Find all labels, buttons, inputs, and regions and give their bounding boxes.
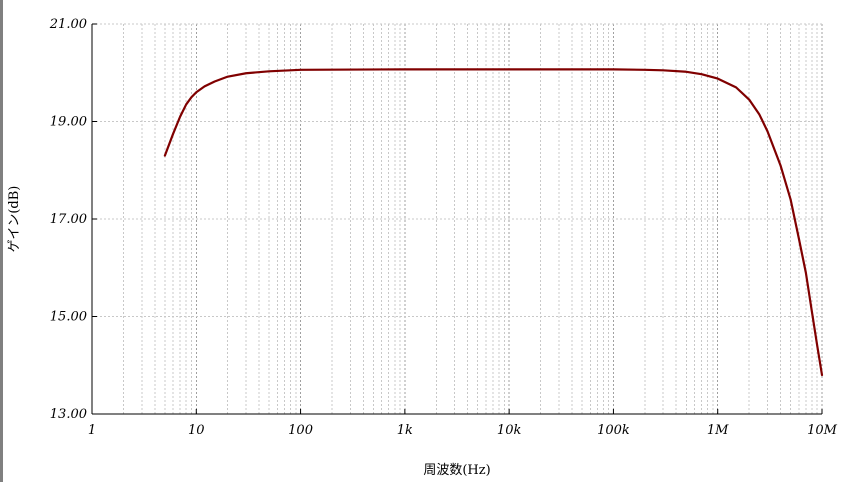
x-axis-title: 周波数(Hz) (423, 463, 490, 478)
y-axis-title: ゲイン(dB) (7, 186, 22, 253)
y-tick-label: 17.00 (50, 212, 87, 227)
grid (92, 23, 823, 414)
x-tick-label: 10M (807, 423, 838, 438)
x-tick-label: 10k (497, 423, 522, 438)
x-tick-label: 1k (397, 423, 413, 438)
left-window-edge (0, 0, 3, 482)
x-tick-label: 100 (288, 423, 313, 438)
axis-ticks: 1 10 100 1k 10k 100k 1M 10M 13.00 15.00 17.00 19.00… (49, 17, 838, 438)
x-tick-label: 100k (597, 423, 630, 438)
x-tick-label: 1M (707, 423, 729, 438)
x-tick-label: 10 (188, 423, 205, 438)
y-tick-label: 13.00 (50, 407, 87, 422)
series-group (163, 68, 824, 377)
y-tick-label: 19.00 (50, 115, 87, 130)
x-tick-label: 1 (88, 423, 96, 438)
y-tick-label: 15.00 (50, 310, 87, 325)
y-tick-label: 21.00 (49, 17, 87, 32)
gain-series-line (163, 68, 824, 377)
